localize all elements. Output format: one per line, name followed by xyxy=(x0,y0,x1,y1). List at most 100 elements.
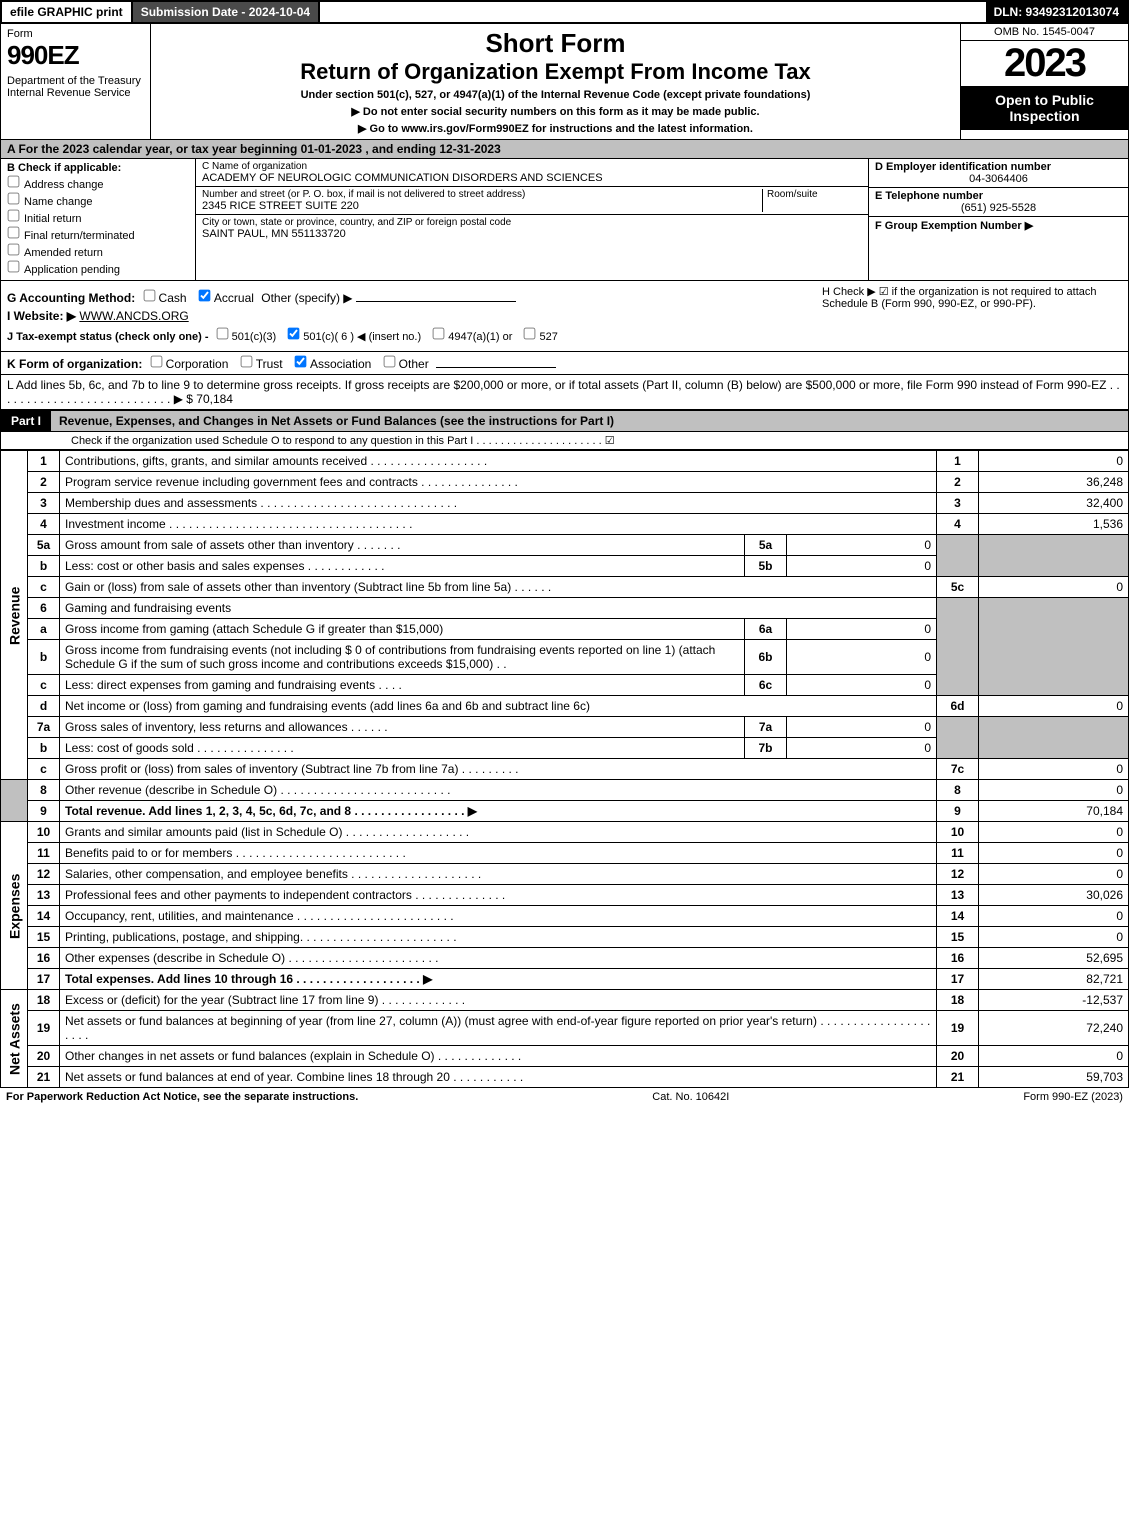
table-row: 7a Gross sales of inventory, less return… xyxy=(1,717,1129,738)
k-other-blank[interactable] xyxy=(436,367,556,368)
part1-tab: Part I xyxy=(1,411,51,431)
line-subval: 0 xyxy=(787,675,937,696)
line-no: 10 xyxy=(28,822,60,843)
table-row: c Gross profit or (loss) from sales of i… xyxy=(1,759,1129,780)
line-rno: 10 xyxy=(937,822,979,843)
line-no: 8 xyxy=(28,780,60,801)
table-row: 5a Gross amount from sale of assets othe… xyxy=(1,535,1129,556)
short-form-title: Short Form xyxy=(157,28,954,59)
line-no: 16 xyxy=(28,948,60,969)
footer-mid: Cat. No. 10642I xyxy=(652,1091,729,1103)
goto-line[interactable]: ▶ Go to www.irs.gov/Form990EZ for instru… xyxy=(157,122,954,135)
chk-trust[interactable]: Trust xyxy=(240,355,283,371)
line-rno: 15 xyxy=(937,927,979,948)
section-i-website: I Website: ▶ WWW.ANCDS.ORG xyxy=(7,309,1122,323)
chk-corporation[interactable]: Corporation xyxy=(150,355,229,371)
line-desc: Professional fees and other payments to … xyxy=(60,885,937,906)
line-subno: 6b xyxy=(745,640,787,675)
line-rno: 13 xyxy=(937,885,979,906)
line-subno: 6c xyxy=(745,675,787,696)
chk-cash[interactable]: Cash xyxy=(143,289,187,305)
line-rval: 72,240 xyxy=(979,1011,1129,1046)
chk-initial-return-label: Initial return xyxy=(24,213,81,225)
chk-accrual-label: Accrual xyxy=(214,291,254,305)
omb-number: OMB No. 1545-0047 xyxy=(961,24,1128,41)
grey-cell xyxy=(979,717,1129,759)
g-other-label: Other (specify) ▶ xyxy=(261,291,352,305)
chk-association[interactable]: Association xyxy=(294,355,371,371)
line-rval: 70,184 xyxy=(979,801,1129,822)
table-row: 14Occupancy, rent, utilities, and mainte… xyxy=(1,906,1129,927)
table-row: 9 Total revenue. Add lines 1, 2, 3, 4, 5… xyxy=(1,801,1129,822)
chk-association-label: Association xyxy=(310,357,371,371)
g-other-blank[interactable] xyxy=(356,301,516,302)
chk-accrual[interactable]: Accrual xyxy=(198,289,254,305)
line-rval: 0 xyxy=(979,843,1129,864)
line-rno: 5c xyxy=(937,577,979,598)
chk-501c3-label: 501(c)(3) xyxy=(232,331,277,343)
website-value[interactable]: WWW.ANCDS.ORG xyxy=(79,309,188,323)
line-no: c xyxy=(28,759,60,780)
chk-amended-return[interactable]: Amended return xyxy=(7,243,189,259)
chk-501c3[interactable]: 501(c)(3) xyxy=(216,327,277,343)
ein-value: 04-3064406 xyxy=(875,173,1122,185)
line-desc: Occupancy, rent, utilities, and maintena… xyxy=(60,906,937,927)
table-row: 2 Program service revenue including gove… xyxy=(1,472,1129,493)
line-desc: Other revenue (describe in Schedule O) .… xyxy=(60,780,937,801)
section-l-gross-receipts: L Add lines 5b, 6c, and 7b to line 9 to … xyxy=(0,375,1129,410)
top-bar: efile GRAPHIC print Submission Date - 20… xyxy=(0,0,1129,24)
table-row: 3 Membership dues and assessments . . . … xyxy=(1,493,1129,514)
line-desc: Investment income . . . . . . . . . . . … xyxy=(60,514,937,535)
chk-501c[interactable]: 501(c)( 6 ) ◀ (insert no.) xyxy=(287,327,421,343)
line-desc: Salaries, other compensation, and employ… xyxy=(60,864,937,885)
chk-address-change[interactable]: Address change xyxy=(7,175,189,191)
part1-container: Part I Revenue, Expenses, and Changes in… xyxy=(0,410,1129,450)
line-desc: Gross amount from sale of assets other t… xyxy=(60,535,745,556)
header-left: Form 990EZ Department of the Treasury In… xyxy=(1,24,151,139)
line-desc: Membership dues and assessments . . . . … xyxy=(60,493,937,514)
line-rval: 59,703 xyxy=(979,1067,1129,1088)
telephone-value: (651) 925-5528 xyxy=(875,202,1122,214)
chk-other-org[interactable]: Other xyxy=(383,355,429,371)
line-rval: 0 xyxy=(979,927,1129,948)
line-desc: Other expenses (describe in Schedule O) … xyxy=(60,948,937,969)
line-desc: Program service revenue including govern… xyxy=(60,472,937,493)
chk-initial-return[interactable]: Initial return xyxy=(7,209,189,225)
block-g-h-i-j: H Check ▶ ☑ if the organization is not r… xyxy=(0,281,1129,352)
table-row: 20Other changes in net assets or fund ba… xyxy=(1,1046,1129,1067)
line-desc: Contributions, gifts, grants, and simila… xyxy=(60,451,937,472)
table-row: 17Total expenses. Add lines 10 through 1… xyxy=(1,969,1129,990)
part1-lines-table: Revenue 1 Contributions, gifts, grants, … xyxy=(0,450,1129,1088)
line-desc: Less: cost or other basis and sales expe… xyxy=(60,556,745,577)
line-rval: 0 xyxy=(979,1046,1129,1067)
line-rval: 0 xyxy=(979,822,1129,843)
chk-address-change-label: Address change xyxy=(24,179,104,191)
grey-cell xyxy=(937,598,979,696)
line-rno: 4 xyxy=(937,514,979,535)
chk-name-change[interactable]: Name change xyxy=(7,192,189,208)
line-rno: 16 xyxy=(937,948,979,969)
chk-4947[interactable]: 4947(a)(1) or xyxy=(432,327,512,343)
line-subval: 0 xyxy=(787,738,937,759)
line-no: b xyxy=(28,640,60,675)
table-row: 21Net assets or fund balances at end of … xyxy=(1,1067,1129,1088)
chk-application-pending[interactable]: Application pending xyxy=(7,260,189,276)
under-section-line: Under section 501(c), 527, or 4947(a)(1)… xyxy=(157,89,954,101)
line-desc: Gross sales of inventory, less returns a… xyxy=(60,717,745,738)
section-k-form-of-org: K Form of organization: Corporation Trus… xyxy=(0,352,1129,375)
city-cell: City or town, state or province, country… xyxy=(196,215,868,242)
group-exemption-label: F Group Exemption Number ▶ xyxy=(875,220,1033,232)
city-label: City or town, state or province, country… xyxy=(202,217,862,228)
org-name-cell: C Name of organization ACADEMY OF NEUROL… xyxy=(196,159,868,187)
no-ssn-line: ▶ Do not enter social security numbers o… xyxy=(157,105,954,118)
efile-print-label[interactable]: efile GRAPHIC print xyxy=(2,2,133,22)
chk-final-return[interactable]: Final return/terminated xyxy=(7,226,189,242)
line-subno: 5b xyxy=(745,556,787,577)
line-desc: Total expenses. Add lines 10 through 16 … xyxy=(60,969,937,990)
line-rno: 2 xyxy=(937,472,979,493)
vcat-revenue: Revenue xyxy=(1,451,28,780)
chk-527[interactable]: 527 xyxy=(523,327,557,343)
line-subval: 0 xyxy=(787,640,937,675)
line-rval: 0 xyxy=(979,864,1129,885)
table-row: 4 Investment income . . . . . . . . . . … xyxy=(1,514,1129,535)
